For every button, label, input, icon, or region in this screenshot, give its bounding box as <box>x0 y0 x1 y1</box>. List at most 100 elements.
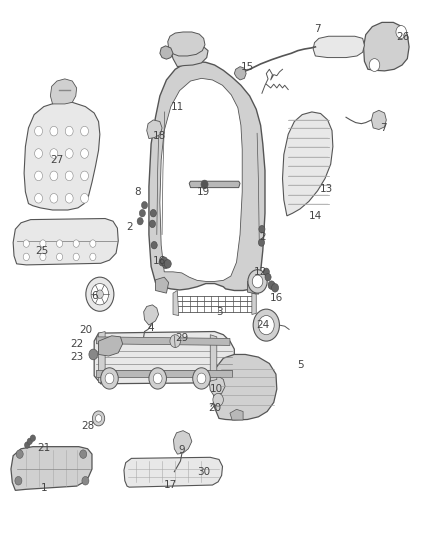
Text: 16: 16 <box>153 256 166 266</box>
Text: 28: 28 <box>81 422 94 431</box>
Circle shape <box>164 260 171 268</box>
Circle shape <box>95 415 102 422</box>
Circle shape <box>213 393 223 406</box>
Circle shape <box>263 268 269 276</box>
Polygon shape <box>50 79 77 104</box>
Text: 18: 18 <box>153 131 166 141</box>
Circle shape <box>150 209 156 217</box>
Polygon shape <box>99 332 105 383</box>
Polygon shape <box>168 32 205 56</box>
Text: 27: 27 <box>50 155 64 165</box>
Polygon shape <box>209 376 225 395</box>
Circle shape <box>65 193 73 203</box>
Circle shape <box>27 438 32 445</box>
Circle shape <box>23 253 29 261</box>
Polygon shape <box>171 43 208 67</box>
Circle shape <box>162 261 169 269</box>
Circle shape <box>153 373 162 384</box>
Text: 24: 24 <box>256 320 269 330</box>
Text: 5: 5 <box>297 360 304 370</box>
Text: 11: 11 <box>171 102 184 111</box>
Circle shape <box>201 180 208 189</box>
Polygon shape <box>252 293 256 314</box>
Circle shape <box>50 126 58 136</box>
Text: 16: 16 <box>269 294 283 303</box>
Text: 26: 26 <box>396 33 410 42</box>
Polygon shape <box>155 277 169 293</box>
Text: 7: 7 <box>380 123 387 133</box>
Circle shape <box>82 477 89 485</box>
Circle shape <box>73 253 79 261</box>
Circle shape <box>80 450 87 458</box>
Text: 2: 2 <box>259 232 266 242</box>
Circle shape <box>151 241 157 249</box>
Text: 29: 29 <box>175 334 188 343</box>
Circle shape <box>90 240 96 247</box>
Text: 20: 20 <box>208 403 221 413</box>
Circle shape <box>35 171 42 181</box>
Circle shape <box>90 253 96 261</box>
Text: 2: 2 <box>126 222 133 231</box>
Circle shape <box>197 373 206 384</box>
Polygon shape <box>13 219 118 265</box>
Circle shape <box>50 193 58 203</box>
Text: 25: 25 <box>35 246 48 255</box>
Text: 14: 14 <box>309 211 322 221</box>
Circle shape <box>35 193 42 203</box>
Polygon shape <box>173 431 192 454</box>
Circle shape <box>57 253 63 261</box>
Text: 12: 12 <box>254 267 267 277</box>
Circle shape <box>268 281 275 289</box>
Circle shape <box>23 240 29 247</box>
Circle shape <box>81 193 88 203</box>
Circle shape <box>65 171 73 181</box>
Circle shape <box>159 259 165 266</box>
Circle shape <box>91 284 109 305</box>
Circle shape <box>396 26 406 38</box>
Circle shape <box>16 450 23 458</box>
Circle shape <box>252 275 263 288</box>
Circle shape <box>141 201 148 209</box>
Text: 20: 20 <box>79 326 92 335</box>
Circle shape <box>139 209 145 217</box>
Polygon shape <box>173 290 179 316</box>
Circle shape <box>149 368 166 389</box>
Circle shape <box>40 240 46 247</box>
Circle shape <box>35 149 42 158</box>
Circle shape <box>86 277 114 311</box>
Polygon shape <box>94 332 234 384</box>
Polygon shape <box>11 447 92 490</box>
Circle shape <box>35 126 42 136</box>
Polygon shape <box>230 409 243 420</box>
Circle shape <box>193 368 210 389</box>
Circle shape <box>258 239 265 246</box>
Circle shape <box>89 349 98 360</box>
Text: 6: 6 <box>91 291 98 301</box>
Circle shape <box>57 240 63 247</box>
Polygon shape <box>371 110 386 130</box>
Circle shape <box>65 126 73 136</box>
Circle shape <box>161 257 168 265</box>
Circle shape <box>65 149 73 158</box>
Text: 7: 7 <box>314 25 321 34</box>
Text: 4: 4 <box>148 323 155 333</box>
Text: 9: 9 <box>178 446 185 455</box>
Circle shape <box>25 442 30 448</box>
Text: 3: 3 <box>215 307 223 317</box>
Polygon shape <box>147 120 162 139</box>
Polygon shape <box>213 354 277 420</box>
Circle shape <box>81 171 88 181</box>
Circle shape <box>105 373 114 384</box>
Polygon shape <box>210 335 217 381</box>
Circle shape <box>73 240 79 247</box>
Polygon shape <box>247 279 261 294</box>
Polygon shape <box>160 78 242 281</box>
Text: 15: 15 <box>241 62 254 71</box>
Text: 22: 22 <box>70 339 83 349</box>
Circle shape <box>170 335 180 348</box>
Text: 1: 1 <box>40 483 47 492</box>
Circle shape <box>272 284 279 292</box>
Circle shape <box>248 270 267 293</box>
Circle shape <box>96 290 103 298</box>
Text: 8: 8 <box>134 187 141 197</box>
